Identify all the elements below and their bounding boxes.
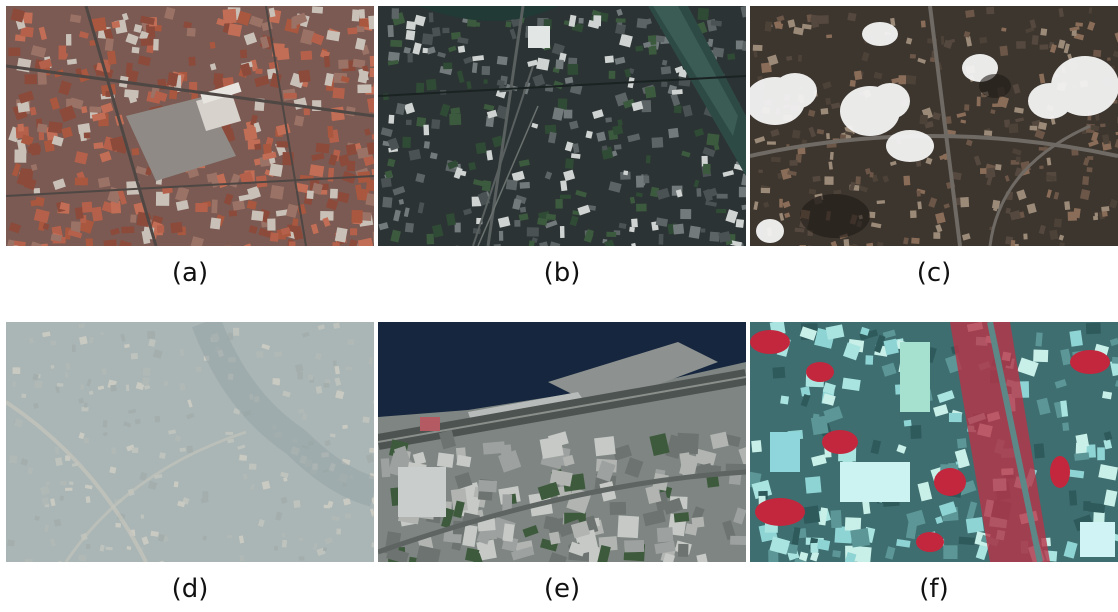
caption-d: (d) [171,574,209,604]
satellite-image-f-canvas [750,322,1118,562]
satellite-image-e-canvas [378,322,746,562]
satellite-image-c [750,6,1118,246]
caption-e: (e) [543,574,581,604]
satellite-image-b [378,6,746,246]
caption-c: (c) [916,258,952,288]
satellite-image-e [378,322,746,562]
satellite-image-c-canvas [750,6,1118,246]
caption-b: (b) [543,258,581,288]
satellite-image-d [6,322,374,562]
caption-a: (a) [171,258,209,288]
satellite-image-a-canvas [6,6,374,246]
satellite-image-b-canvas [378,6,746,246]
satellite-image-a [6,6,374,246]
caption-f: (f) [919,574,949,604]
satellite-image-f [750,322,1118,562]
satellite-image-d-canvas [6,322,374,562]
